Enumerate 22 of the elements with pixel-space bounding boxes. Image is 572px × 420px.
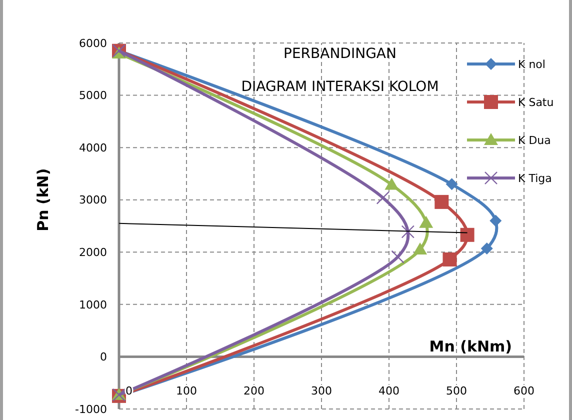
y-tick-label: 5000: [79, 89, 107, 102]
legend-label: K Dua: [518, 134, 551, 147]
x-tick-label: 100: [176, 384, 197, 398]
legend-label: K Satu: [518, 96, 554, 109]
x-axis-title: Mn (kNm): [429, 338, 512, 356]
x-tick-label: 400: [378, 384, 400, 398]
x-tick-label: 300: [311, 384, 332, 398]
chart-title: PERBANDINGAN: [284, 46, 396, 62]
y-axis-title: Pn (kN): [34, 168, 52, 232]
y-tick-label: 2000: [79, 246, 107, 259]
y-tick-label: 0: [100, 350, 107, 364]
y-tick-label: -1000: [75, 402, 107, 416]
y-tick-label: 1000: [79, 298, 107, 312]
legend-label: K Tiga: [518, 172, 552, 185]
legend-label: K nol: [518, 58, 546, 71]
x-tick-label: 200: [244, 384, 264, 398]
y-tick-label: 3000: [79, 194, 107, 207]
y-tick-label: 4000: [79, 141, 107, 154]
x-tick-label: 600: [514, 384, 534, 398]
y-tick-label: 6000: [79, 36, 107, 50]
text: DIAGRAM INTERAKSI KOLOM: [241, 79, 439, 95]
x-tick-label: 500: [446, 384, 467, 398]
